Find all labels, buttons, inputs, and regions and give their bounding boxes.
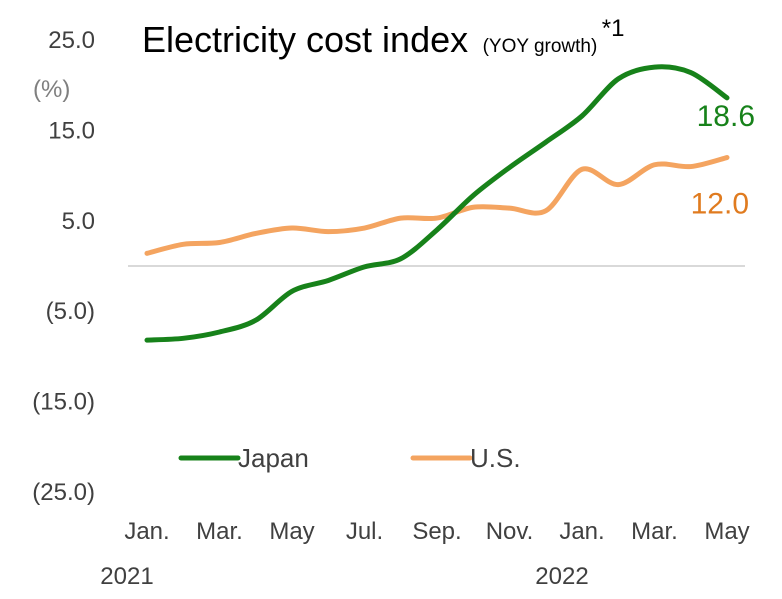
x-tick-label: Mar.: [196, 518, 243, 545]
chart-title: Electricity cost index (YOY growth) *1: [142, 15, 624, 60]
x-year-label: 2021: [100, 563, 153, 590]
x-year-label: 2022: [535, 563, 588, 590]
legend-label: U.S.: [470, 443, 521, 473]
x-axis: Jan. Mar. May Jul. Sep. Nov. Jan. Mar. May 2021 20…: [100, 518, 749, 590]
chart-title-main: Electricity cost index: [142, 19, 468, 60]
x-tick-label: May: [269, 518, 314, 545]
legend: Japan U.S.: [178, 443, 521, 473]
chart-title-qualifier: (YOY growth): [483, 36, 598, 57]
y-tick-label: (15.0): [32, 389, 95, 416]
series-line-japan: [144, 64, 730, 343]
end-labels: 18.6 12.0: [691, 100, 755, 221]
x-tick-label: Jul.: [346, 518, 383, 545]
series-line-us: [144, 155, 730, 256]
end-label-us: 12.0: [691, 188, 749, 221]
end-label-japan: 18.6: [697, 100, 755, 133]
y-tick-label: (5.0): [46, 298, 95, 325]
series-lines: [144, 64, 730, 343]
y-tick-label: (25.0): [32, 479, 95, 506]
y-axis-unit: (%): [33, 76, 70, 103]
x-tick-label: Mar.: [631, 518, 678, 545]
chart-title-footnote: *1: [602, 15, 625, 42]
legend-label: Japan: [238, 443, 309, 473]
y-tick-label: 25.0: [48, 27, 95, 54]
x-tick-label: Sep.: [412, 518, 461, 545]
y-axis: 25.0 15.0 5.0 (5.0) (15.0) (25.0): [32, 27, 95, 506]
y-tick-label: 5.0: [62, 208, 95, 235]
x-tick-label: Jan.: [559, 518, 604, 545]
x-tick-label: Nov.: [486, 518, 534, 545]
y-tick-label: 15.0: [48, 117, 95, 144]
x-tick-label: May: [704, 518, 749, 545]
x-tick-label: Jan.: [124, 518, 169, 545]
